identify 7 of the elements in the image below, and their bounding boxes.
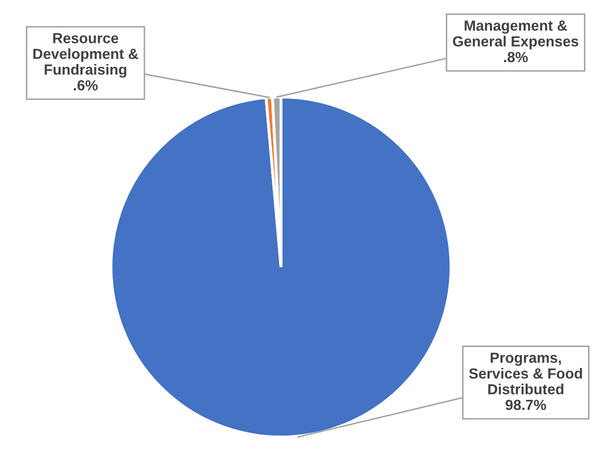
slice-label: Programs, Services & Food Distributed — [469, 352, 582, 394]
slice-label: Resource Development & Fundraising — [33, 33, 138, 78]
slice-label: Management & General Expenses — [452, 20, 578, 50]
data-label: 98.7% — [506, 400, 546, 410]
data-label: .6% — [74, 80, 98, 91]
pie-slice — [110, 96, 452, 438]
data-label: .8% — [504, 52, 528, 62]
